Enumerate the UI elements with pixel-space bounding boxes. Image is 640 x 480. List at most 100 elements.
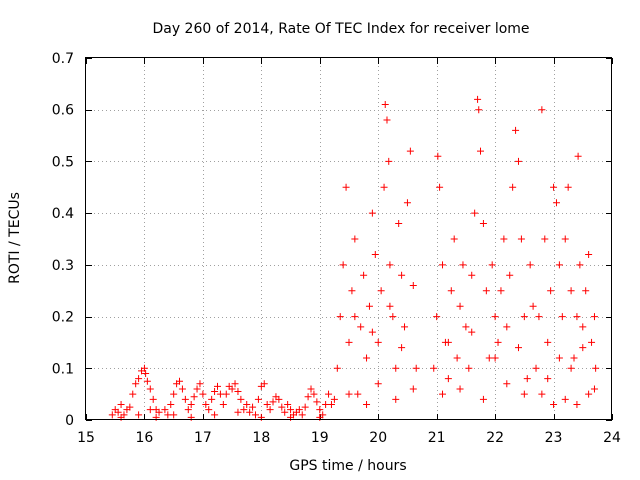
data-point	[146, 385, 154, 393]
data-point	[287, 406, 295, 414]
x-tick-label: 24	[603, 430, 621, 446]
data-point	[494, 338, 502, 346]
data-point	[500, 235, 508, 243]
data-point	[538, 390, 546, 398]
grid-lines	[86, 58, 612, 420]
data-point	[439, 261, 447, 269]
data-point	[468, 328, 476, 336]
data-point	[503, 380, 511, 388]
x-axis-label: GPS time / hours	[289, 458, 406, 474]
data-point	[149, 395, 157, 403]
data-point	[164, 411, 172, 419]
data-point	[573, 313, 581, 321]
data-point	[465, 364, 473, 372]
data-point	[514, 344, 522, 352]
data-point	[590, 385, 598, 393]
data-point	[381, 101, 389, 109]
x-tick-labels: 15 16 17 18 19 20 21 22 23 24	[77, 430, 621, 446]
data-point	[406, 147, 414, 155]
data-point	[450, 235, 458, 243]
data-point	[456, 302, 464, 310]
data-point	[491, 313, 499, 321]
data-point	[249, 403, 257, 411]
data-point	[456, 385, 464, 393]
data-point	[368, 209, 376, 217]
x-tick-label: 21	[428, 430, 446, 446]
data-point	[167, 400, 175, 408]
data-point	[184, 406, 192, 414]
data-point	[409, 282, 417, 290]
data-point	[161, 406, 169, 414]
data-point	[380, 183, 388, 191]
data-point	[284, 400, 292, 408]
data-point	[585, 390, 593, 398]
data-point	[354, 390, 362, 398]
data-point	[506, 271, 514, 279]
data-point	[304, 393, 312, 401]
data-point	[389, 313, 397, 321]
plot-frame	[85, 57, 612, 420]
data-point	[243, 400, 251, 408]
data-point	[316, 406, 324, 414]
data-point	[436, 183, 444, 191]
data-point	[345, 390, 353, 398]
data-point	[281, 408, 289, 416]
data-point	[214, 382, 221, 390]
data-point	[345, 338, 353, 346]
data-point	[190, 393, 198, 401]
data-point	[140, 364, 148, 372]
data-point	[313, 398, 321, 406]
data-point	[176, 377, 184, 385]
data-point	[374, 380, 382, 388]
data-point	[211, 388, 219, 396]
data-point	[439, 390, 447, 398]
data-point	[219, 400, 227, 408]
data-point	[514, 157, 522, 165]
data-point	[363, 354, 371, 362]
data-point	[234, 388, 242, 396]
data-point	[573, 400, 581, 408]
data-point	[576, 261, 584, 269]
data-point	[444, 375, 452, 383]
data-point	[561, 235, 569, 243]
data-point	[132, 380, 140, 388]
data-point	[178, 385, 186, 393]
data-point	[310, 390, 318, 398]
y-tick-labels: 0 0.1 0.2 0.3 0.4 0.5 0.6 0.7	[52, 51, 74, 429]
data-point	[497, 287, 505, 295]
data-point	[550, 183, 558, 191]
data-point	[544, 375, 552, 383]
data-point	[475, 106, 483, 114]
data-point	[398, 271, 406, 279]
data-point	[205, 406, 213, 414]
x-tick-label: 23	[545, 430, 563, 446]
x-tick-label: 20	[369, 430, 387, 446]
data-point	[360, 271, 368, 279]
data-point	[135, 375, 143, 383]
data-point	[444, 338, 452, 346]
data-point	[479, 219, 487, 227]
data-point	[237, 395, 245, 403]
data-point	[187, 400, 195, 408]
data-point	[216, 390, 224, 398]
data-point	[538, 106, 546, 114]
data-point	[520, 313, 528, 321]
data-point	[295, 406, 303, 414]
data-point	[146, 406, 154, 414]
data-point	[588, 338, 596, 346]
data-point	[434, 152, 442, 160]
data-point	[398, 344, 406, 352]
data-point	[325, 390, 333, 398]
data-point	[114, 408, 122, 416]
data-point	[351, 313, 359, 321]
data-point	[231, 380, 239, 388]
data-point	[541, 235, 549, 243]
data-point	[254, 395, 262, 403]
data-point	[298, 411, 306, 419]
data-point	[453, 354, 461, 362]
data-point	[523, 375, 531, 383]
data-point	[555, 354, 563, 362]
x-tick-label: 22	[486, 430, 504, 446]
data-point	[447, 287, 455, 295]
